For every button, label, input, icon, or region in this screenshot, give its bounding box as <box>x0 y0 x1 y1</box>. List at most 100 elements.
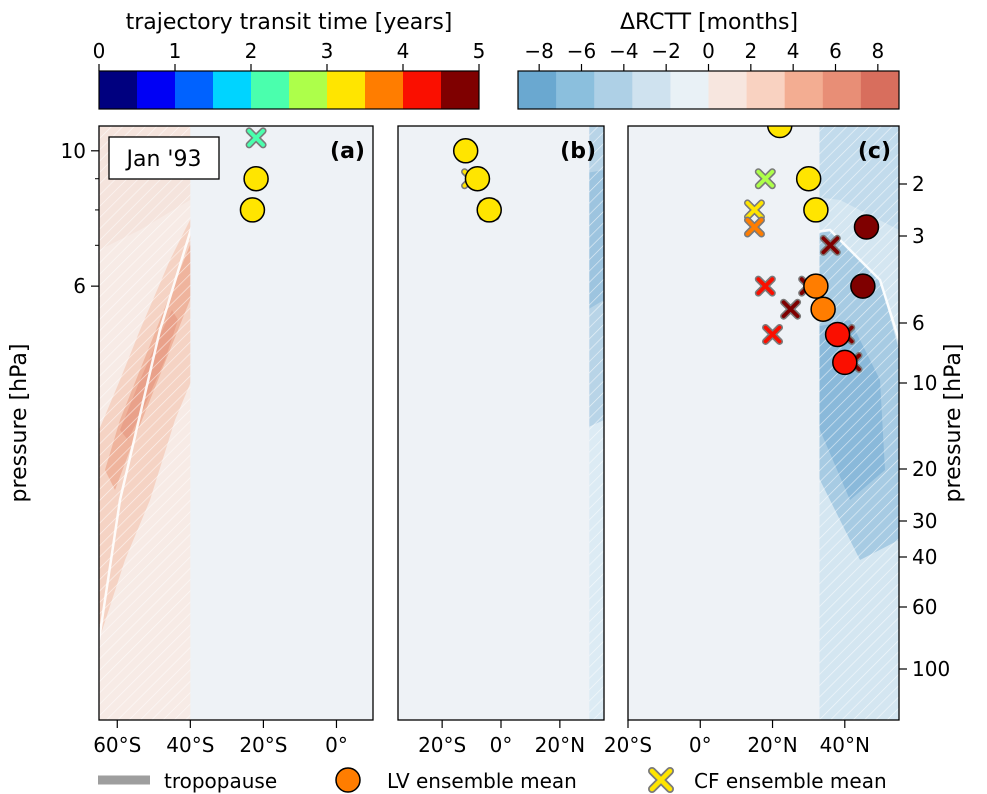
cf-marker <box>245 127 267 149</box>
transit-tick-label: 5 <box>473 39 486 63</box>
x-tick-label: 0° <box>689 733 712 757</box>
lv-marker <box>795 165 822 192</box>
legend: tropopause LV ensemble mean CF ensemble … <box>98 767 887 793</box>
right-tick-label: 40 <box>912 545 937 569</box>
inset-label-box <box>108 136 220 180</box>
panel-a-tag: (a) <box>330 139 365 164</box>
rctt-tick-label: 2 <box>744 39 757 63</box>
lv-marker <box>803 273 829 299</box>
transit-tick-label: 0 <box>93 39 106 63</box>
lv-marker <box>832 349 858 376</box>
right-tick-label: 10 <box>912 371 937 395</box>
transit-cell-3 <box>213 71 252 109</box>
right-tick-label: 60 <box>912 595 937 619</box>
lv-marker <box>853 214 880 240</box>
lv-marker <box>803 197 829 223</box>
left-tick-label: 10 <box>61 139 86 163</box>
transit-colorbar-cells <box>99 71 480 109</box>
rctt-cell-6 <box>746 71 786 109</box>
transit-colorbar-label: trajectory transit time [years] <box>126 10 453 35</box>
y-axis-label-left: pressure [hPa] <box>7 344 32 503</box>
tropopause-fill <box>398 126 590 720</box>
rctt-tick-label: 4 <box>787 39 800 63</box>
rctt-tick-label: 0 <box>702 39 715 63</box>
rctt-tick-label: −8 <box>524 39 553 63</box>
x-tick-label: 20°N <box>747 733 797 757</box>
right-tick-label: 6 <box>912 311 925 335</box>
cf-marker <box>754 275 776 297</box>
rctt-tick-label: −6 <box>567 39 596 63</box>
transit-cell-0 <box>99 71 138 109</box>
transit-colorbar-ticks: 0 1 2 3 4 5 <box>93 39 486 71</box>
lv-marker <box>295 0 319 7</box>
right-tick-label: 2 <box>912 172 925 196</box>
x-tick-label: 60°S <box>93 733 141 757</box>
right-tick-label: 3 <box>912 224 925 248</box>
lv-marker <box>468 0 492 7</box>
transit-tick-label: 3 <box>321 39 334 63</box>
rctt-tick-label: −2 <box>651 39 680 63</box>
legend-cf-label: CF ensemble mean <box>694 769 887 793</box>
legend-lv-marker <box>335 767 361 793</box>
cf-marker <box>485 0 499 10</box>
rctt-cell-4 <box>670 71 709 109</box>
tropopause-fill <box>628 126 820 720</box>
rctt-tick-label: 8 <box>871 39 884 63</box>
x-tick-label: 20°S <box>604 733 652 757</box>
cf-marker <box>743 199 765 221</box>
rctt-colorbar-label: ΔRCTT [months] <box>620 10 798 35</box>
cf-marker <box>762 323 784 345</box>
rctt-cell-8 <box>822 71 862 109</box>
cf-marker <box>253 0 267 2</box>
legend-tropopause-label: tropopause <box>164 769 277 793</box>
lv-marker <box>850 273 876 299</box>
cf-marker <box>780 298 802 320</box>
legend-cf-marker <box>648 767 674 793</box>
rctt-colorbar-frame <box>517 70 900 110</box>
lv-marker <box>824 321 851 348</box>
x-axes: 60°S 40°S 20°S 0° 20°S 0° 20°N 20°S 0° 20°N 40°N <box>93 720 870 757</box>
transit-cell-6 <box>327 71 366 109</box>
panel-c-tag: (c) <box>858 139 891 164</box>
inset-label: Jan '93 <box>125 147 202 172</box>
x-tick-label: 0° <box>490 733 513 757</box>
left-tick-label: 6 <box>73 274 86 298</box>
transit-cell-9 <box>441 71 480 109</box>
panel-a-data <box>190 0 373 720</box>
cf-marker <box>743 216 765 238</box>
lv-marker <box>452 138 479 164</box>
transit-cell-5 <box>289 71 328 109</box>
cf-marker <box>819 234 841 256</box>
rctt-tick-label: −4 <box>609 39 638 63</box>
transit-cell-7 <box>365 71 404 109</box>
right-tick-label: 20 <box>912 457 937 481</box>
rctt-cell-5 <box>708 71 748 109</box>
right-tick-label: 30 <box>912 509 937 533</box>
x-tick-label: 40°S <box>166 733 214 757</box>
lv-marker <box>464 165 491 192</box>
panel-c-data <box>628 126 880 720</box>
x-tick-label: 40°N <box>820 733 870 757</box>
transit-cell-1 <box>137 71 176 109</box>
transit-tick-label: 4 <box>397 39 410 63</box>
transit-tick-label: 2 <box>245 39 258 63</box>
lv-marker <box>810 296 836 322</box>
panel-a-frame <box>98 125 374 721</box>
rctt-colorbar-cells <box>518 71 900 109</box>
rctt-cell-1 <box>556 71 595 109</box>
panel-b-tag: (b) <box>560 139 596 164</box>
x-tick-label: 20°N <box>535 733 585 757</box>
lv-marker <box>239 197 266 223</box>
rctt-cell-7 <box>784 71 824 109</box>
lv-marker <box>476 197 502 223</box>
rctt-cell-2 <box>594 71 633 109</box>
cf-marker <box>754 168 776 190</box>
rctt-tick-label: 6 <box>829 39 842 63</box>
rctt-cell-3 <box>632 71 671 109</box>
transit-cell-8 <box>403 71 442 109</box>
rctt-colorbar: ΔRCTT [months] −8 −6 −4 −2 0 2 4 6 8 <box>517 10 900 110</box>
y-axis-label-right: pressure [hPa] <box>941 344 966 503</box>
